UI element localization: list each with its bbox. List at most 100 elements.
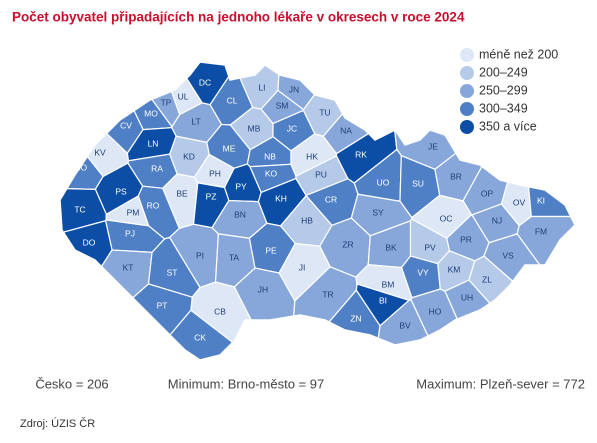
district-code: PU [315, 169, 327, 179]
source: Zdroj: ÚZIS ČR [20, 417, 95, 430]
district-code: PH [209, 168, 221, 178]
district-code: TP [161, 97, 172, 107]
district-code: KH [275, 193, 287, 203]
district-code: DC [199, 77, 211, 87]
district-code: MB [248, 123, 261, 133]
legend-label: 350 a více [479, 119, 537, 133]
district-code: PI [196, 250, 204, 260]
district-code: PZ [206, 191, 217, 201]
district [60, 94, 104, 190]
stat-minimum: Minimum: Brno-město = 97 [168, 376, 324, 391]
legend: méně než 200 200–249 250–299 300–349 350 a v… [460, 47, 558, 134]
district-code: UL [178, 91, 189, 101]
district-code: SO [75, 162, 88, 172]
district-code: PT [157, 300, 168, 310]
district-code: JH [258, 284, 268, 294]
district-code: BK [385, 242, 397, 252]
district-code: JC [287, 123, 297, 133]
district-code: PR [460, 234, 472, 244]
district [516, 215, 575, 350]
district-code: TC [74, 204, 85, 214]
district-code: KV [94, 147, 106, 157]
district-code: BI [379, 295, 387, 305]
district-code: CR [325, 194, 337, 204]
district-code: TA [229, 252, 240, 262]
district-code: PS [115, 186, 127, 196]
district-code: CB [214, 306, 226, 316]
legend-swatch [460, 66, 474, 80]
district-code: NB [264, 151, 276, 161]
legend-swatch [460, 102, 474, 116]
district-code: OP [481, 188, 494, 198]
district-code: NJ [492, 215, 502, 225]
district-code: PM [127, 207, 140, 217]
district-code: RK [355, 149, 367, 159]
district-code: SY [372, 207, 384, 217]
district-code: ME [223, 143, 236, 153]
title: Počet obyvatel připadajících na jednoho … [12, 10, 465, 25]
district-code: PV [424, 242, 436, 252]
legend-swatch [460, 48, 474, 62]
legend-swatch [460, 84, 474, 98]
district-code: UO [377, 177, 390, 187]
district [60, 249, 153, 360]
legend-label: 250–299 [479, 83, 528, 97]
district-code: BV [399, 320, 411, 330]
district-code: ST [167, 267, 178, 277]
district-code: FM [535, 226, 547, 236]
district-code: JE [428, 141, 438, 151]
district-code: RA [151, 163, 163, 173]
district-code: VS [502, 250, 514, 260]
legend-label: 200–249 [479, 65, 528, 79]
district-code: CV [120, 120, 132, 130]
district-code: PJ [125, 228, 135, 238]
district [60, 283, 193, 360]
district-code: VY [417, 267, 429, 277]
district-code: HK [306, 151, 318, 161]
district-code: KO [265, 168, 278, 178]
district-code: JI [299, 262, 306, 272]
district-code: LT [191, 116, 200, 126]
district-code: OV [513, 197, 526, 207]
country-outline [59, 61, 576, 361]
district [302, 62, 408, 138]
district-code: ZL [482, 274, 492, 284]
district-code: BE [176, 188, 188, 198]
district-code: ZN [350, 313, 361, 323]
district-code: PE [265, 245, 277, 255]
district-code: JN [289, 84, 299, 94]
district-code: TU [319, 107, 330, 117]
legend-label: 300–349 [479, 101, 528, 115]
district-code: KI [537, 195, 545, 205]
district [60, 219, 113, 360]
legend-label: méně než 200 [479, 47, 558, 61]
district-code: RO [147, 200, 160, 210]
district-code: KT [123, 262, 134, 272]
district-code: NA [340, 125, 352, 135]
legend-swatch [460, 120, 474, 134]
district-code: MO [144, 108, 158, 118]
district-code: HB [301, 215, 313, 225]
district-code: KD [183, 151, 195, 161]
district-code: LI [258, 82, 265, 92]
district-code: BN [234, 209, 246, 219]
district-code: DO [83, 237, 96, 247]
district-code: CK [194, 332, 206, 342]
district-code: HO [429, 306, 442, 316]
district-code: KM [448, 264, 461, 274]
district-code: PY [235, 181, 247, 191]
district-code: TR [322, 289, 333, 299]
district-code: CL [227, 95, 238, 105]
district-code: ZR [342, 239, 353, 249]
stat-czechia: Česko = 206 [35, 376, 108, 391]
district-code: UH [461, 292, 473, 302]
district-code: SM [276, 100, 289, 110]
district-code: BR [450, 171, 462, 181]
district-code: OC [440, 213, 453, 223]
district-code: BM [382, 279, 395, 289]
district-code: LN [148, 138, 159, 148]
district-code: SU [412, 178, 424, 188]
district [60, 62, 144, 155]
